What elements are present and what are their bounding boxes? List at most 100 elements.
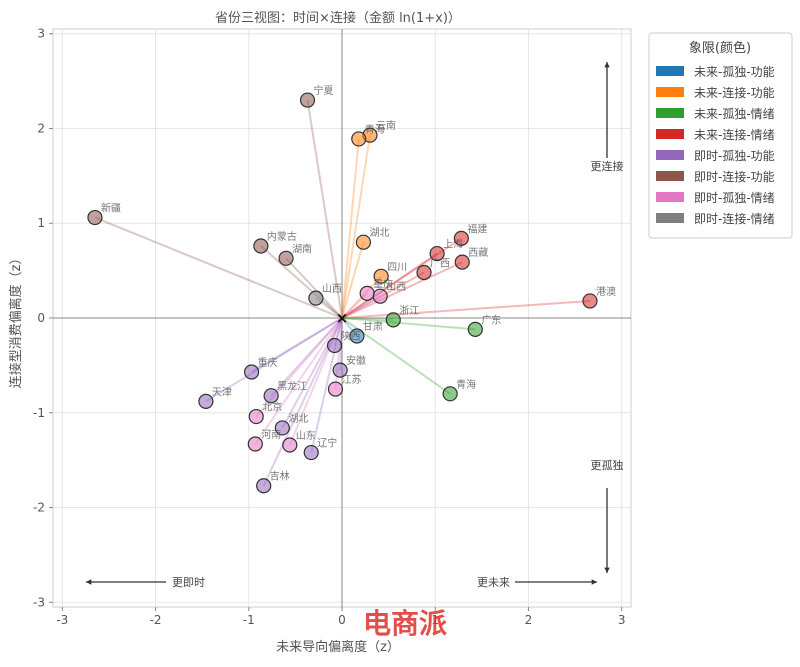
point-label: 江苏 [341, 373, 361, 386]
annotation-more-immediate: 更即时 [172, 576, 205, 589]
point-label: 黑龙江 [277, 380, 307, 393]
legend-items: 未来-孤独-功能未来-连接-功能未来-孤独-情绪未来-连接-情绪即时-孤独-功能… [656, 65, 775, 226]
legend-label: 未来-孤独-功能 [694, 65, 775, 79]
legend-label: 未来-连接-情绪 [694, 127, 775, 142]
data-point [332, 362, 348, 378]
legend-label: 即时-连接-功能 [694, 169, 775, 184]
data-point [372, 288, 388, 304]
x-tick-label: 3 [618, 613, 626, 627]
point-label: 湖北 [288, 413, 308, 425]
connector-line [341, 317, 476, 331]
point-label: 广西 [430, 258, 450, 270]
arrow-up-head [604, 62, 610, 68]
point-label: 天津 [212, 386, 232, 398]
point-label: 吉林 [270, 470, 290, 483]
point-label: 福建 [467, 222, 487, 235]
connector-line [341, 252, 438, 319]
legend: 象限(颜色) 未来-孤独-功能未来-连接-功能未来-孤独-情绪未来-连接-情绪即… [648, 32, 793, 239]
legend-swatch [656, 213, 684, 223]
data-point [308, 290, 324, 306]
connector-line [341, 134, 371, 319]
connector-line [94, 216, 343, 319]
connector-line [281, 317, 343, 429]
data-point [299, 92, 316, 108]
annotation-more-future: 更未来 [477, 576, 510, 589]
legend-swatch [656, 108, 684, 118]
data-point [248, 408, 264, 425]
point-label: 青海 [456, 378, 476, 391]
point-label: 山西 [322, 283, 342, 295]
data-point [282, 437, 298, 453]
data-point [278, 250, 294, 266]
data-point [351, 131, 367, 147]
point-label: 宁夏 [314, 84, 334, 97]
point-label: 云南 [376, 119, 396, 132]
annotation-more-connected: 更连接 [591, 160, 624, 173]
connector-line [260, 245, 343, 319]
connector-line [341, 261, 463, 319]
data-point [87, 209, 103, 226]
data-point [247, 436, 263, 452]
annotation-more-lonely: 更孤独 [591, 459, 624, 472]
data-point [429, 245, 445, 262]
arrow-left-head [86, 579, 92, 585]
data-point [327, 381, 344, 397]
data-point [467, 321, 483, 337]
point-label: 浙江 [399, 305, 419, 317]
point-label: 西藏 [468, 247, 488, 259]
watermark: 电商派 [363, 607, 447, 640]
data-point [303, 444, 319, 461]
connector-line [341, 299, 591, 319]
y-tick-label: -1 [33, 406, 45, 420]
x-tick-label: -3 [56, 613, 68, 627]
point-label: 河南 [261, 428, 281, 441]
data-point [253, 238, 269, 254]
legend-label: 即时-连接-情绪 [694, 211, 775, 226]
legend-box [648, 32, 793, 239]
point-label: 广东 [481, 313, 501, 326]
legend-label: 即时-孤独-功能 [694, 149, 775, 163]
connector-line [306, 99, 343, 319]
connector-line [341, 138, 360, 319]
connector-line [251, 317, 343, 373]
point-label: 重庆 [258, 356, 278, 369]
point-label: 内蒙古 [267, 230, 297, 243]
data-point [263, 388, 279, 404]
origin-marker: × [336, 309, 349, 327]
chart-title: 省份三视图：时间×连接（金额 ln(1+x)） [215, 10, 461, 26]
point-label: 新疆 [101, 202, 121, 215]
x-tick-label: 2 [525, 613, 533, 627]
x-tick-label: -2 [150, 613, 162, 627]
point-label: 湖南 [292, 242, 312, 255]
y-tick-label: 2 [37, 121, 45, 135]
point-label: 北京 [262, 401, 282, 414]
connector-line [341, 317, 394, 321]
legend-label: 未来-孤独-情绪 [694, 107, 775, 121]
point-label: 青海 [365, 123, 385, 136]
arrow-down-head [604, 567, 610, 573]
point-label: 山西 [386, 281, 406, 293]
connector-line [270, 317, 343, 397]
x-tick-label: 0 [338, 613, 346, 627]
point-label: 安徽 [346, 354, 366, 367]
legend-title: 象限(颜色) [689, 40, 751, 56]
point-label: 山东 [296, 429, 316, 442]
y-tick-label: 3 [37, 27, 45, 41]
legend-swatch [656, 150, 684, 160]
data-point [454, 254, 470, 270]
data-point [355, 234, 372, 250]
arrow-right-head [591, 579, 597, 585]
data-point [256, 478, 272, 494]
point-label: 港澳 [596, 285, 616, 298]
connector-line [254, 317, 343, 445]
point-label: 湖北 [369, 227, 389, 239]
y-axis-label: 连接型消费偏离度（z） [8, 252, 24, 389]
data-point [373, 268, 389, 284]
point-label: 甘肃 [363, 320, 383, 333]
y-tick-label: -2 [33, 501, 45, 515]
legend-swatch [656, 87, 684, 97]
data-point [453, 230, 469, 247]
connector-line [285, 257, 343, 319]
